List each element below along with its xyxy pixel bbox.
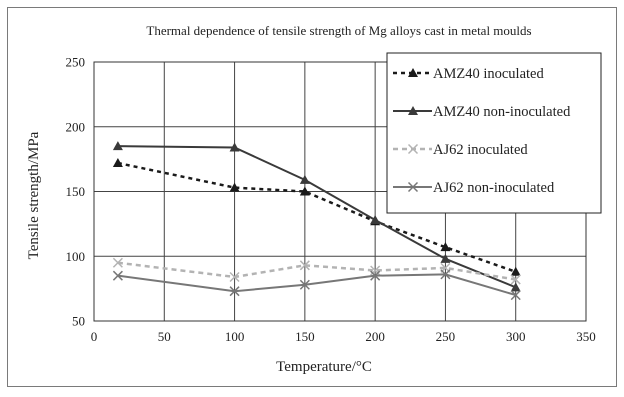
legend-marker (407, 181, 419, 193)
x-tick-label: 300 (506, 329, 526, 344)
y-tick-label: 250 (66, 55, 86, 70)
data-point (229, 271, 240, 283)
data-point (440, 253, 451, 263)
data-point (112, 270, 123, 281)
legend-item: AMZ40 inoculated (393, 66, 544, 82)
data-point-stroke (299, 279, 310, 290)
data-point-stroke (370, 270, 381, 281)
chart-frame: Thermal dependence of tensile strength o… (7, 7, 617, 387)
legend: AMZ40 inoculated AMZ40 non-inoculated AJ62… (386, 52, 602, 214)
x-tick-label: 50 (158, 329, 171, 344)
legend-marker (408, 68, 418, 77)
data-point (510, 266, 521, 276)
legend-label: AJ62 inoculated (433, 142, 528, 158)
data-point-stroke (229, 271, 240, 283)
data-point (370, 270, 381, 281)
y-tick-label: 100 (66, 249, 86, 264)
data-point (440, 242, 451, 252)
y-axis-label: Tensile strength/MPa (26, 131, 42, 259)
data-point (229, 286, 240, 297)
legend-label: AMZ40 non-inoculated (433, 104, 571, 120)
x-tick-label: 200 (365, 329, 385, 344)
data-point (510, 282, 521, 292)
data-point-stroke (299, 260, 310, 271)
legend-marker (408, 106, 418, 115)
legend-item: AJ62 non-inoculated (393, 180, 555, 196)
data-point (299, 260, 310, 271)
y-tick-label: 150 (66, 184, 86, 199)
data-point (229, 142, 240, 152)
legend-label: AMZ40 inoculated (433, 66, 544, 82)
legend-marker-stroke (407, 181, 419, 193)
x-tick-label: 100 (225, 329, 245, 344)
chart-title: Thermal dependence of tensile strength o… (146, 23, 531, 38)
x-tick-label: 350 (576, 329, 596, 344)
x-tick-label: 150 (295, 329, 315, 344)
x-tick-label: 250 (436, 329, 456, 344)
data-point-stroke (112, 270, 123, 281)
series-lines (112, 141, 521, 301)
data-point-stroke (510, 290, 521, 301)
legend-marker-stroke (407, 143, 419, 155)
x-axis-label: Temperature/°C (276, 359, 372, 375)
y-tick-label: 50 (72, 314, 85, 329)
data-point (299, 174, 310, 184)
data-point (299, 186, 310, 196)
series-3 (112, 269, 521, 301)
data-point (112, 158, 123, 168)
data-point (229, 182, 240, 192)
x-tick-label: 0 (91, 329, 98, 344)
series-line (117, 273, 516, 297)
legend-label: AJ62 non-inoculated (433, 180, 555, 196)
data-point (510, 274, 521, 285)
series-1 (112, 141, 521, 292)
legend-marker (407, 143, 419, 155)
data-point (112, 141, 123, 151)
data-point-stroke (229, 286, 240, 297)
tensile-strength-chart: Thermal dependence of tensile strength o… (26, 23, 602, 375)
data-point (112, 257, 123, 268)
legend-item: AMZ40 non-inoculated (393, 104, 571, 120)
data-point (370, 214, 381, 224)
tick-labels: 0 50 100 150 200 250 300 350 50 100 150 200 250 (66, 55, 596, 345)
data-point (440, 269, 451, 280)
legend-item: AJ62 inoculated (393, 142, 528, 158)
data-point (299, 279, 310, 290)
y-tick-label: 200 (66, 119, 86, 134)
series-2 (112, 257, 521, 285)
series-line (117, 161, 517, 273)
data-point (510, 290, 521, 301)
data-point-stroke (112, 257, 123, 268)
data-point-stroke (510, 274, 521, 285)
series-line (117, 145, 517, 289)
data-point-stroke (440, 269, 451, 280)
